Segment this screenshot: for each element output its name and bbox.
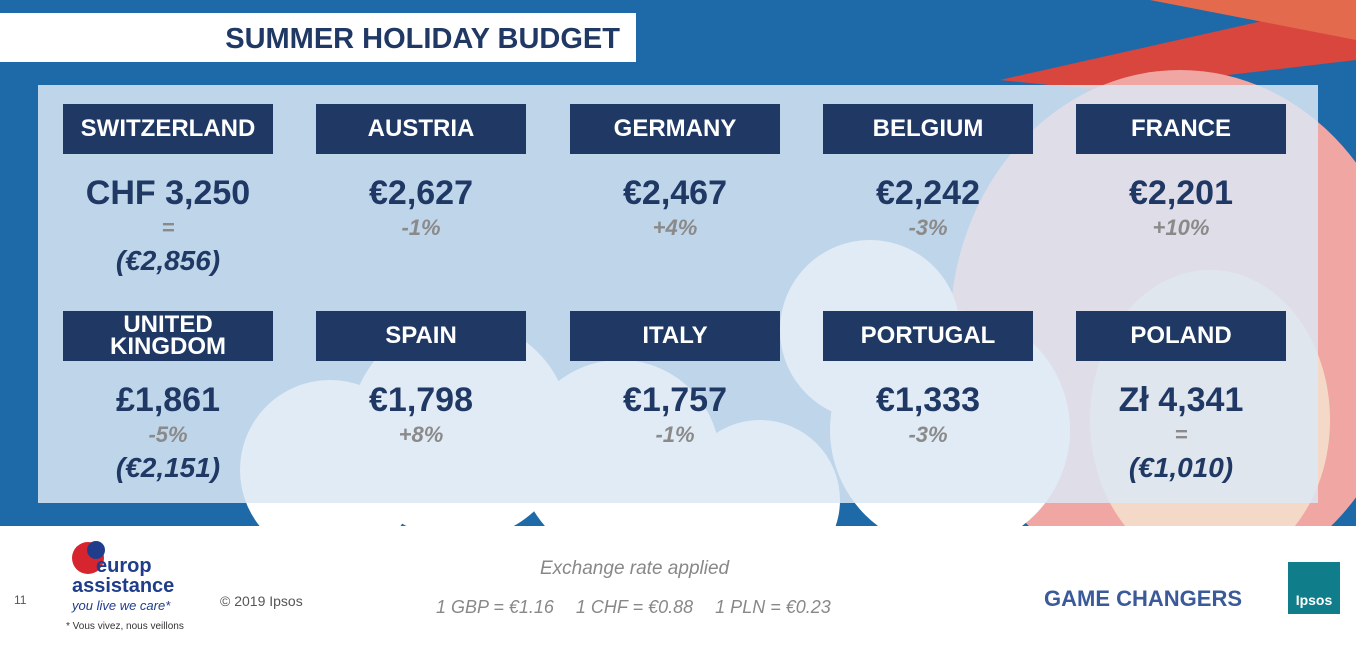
country-name: AUSTRIA	[316, 104, 526, 154]
budget-amount: €2,201	[1129, 174, 1233, 212]
country-name: ITALY	[570, 311, 780, 361]
budget-change: =	[1174, 422, 1188, 447]
budget-change: +10%	[1152, 215, 1210, 240]
budget-amount: €1,798	[369, 381, 473, 419]
country-name: POLAND	[1076, 311, 1286, 361]
brand-logo: Ipsos	[1288, 562, 1340, 614]
budget-change: -3%	[908, 215, 948, 240]
country-card: UNITED KINGDOM £1,861 -5% (€2,151)	[63, 311, 273, 484]
budget-change: -1%	[401, 215, 441, 240]
logo-tagline: you live we care*	[72, 598, 171, 613]
budget-change: +8%	[398, 422, 444, 447]
budget-change: +4%	[652, 215, 698, 240]
country-card: POLAND Zł 4,341 = (€1,010)	[1076, 311, 1286, 484]
country-name: UNITED KINGDOM	[63, 311, 273, 361]
country-card: AUSTRIA €2,627 -1%	[316, 104, 526, 241]
budget-change: =	[161, 215, 175, 240]
converted-amount: (€2,151)	[115, 452, 221, 483]
country-name: FRANCE	[1076, 104, 1286, 154]
converted-amount: (€2,856)	[115, 245, 221, 276]
budget-change: -1%	[655, 422, 695, 447]
budget-amount: Zł 4,341	[1118, 381, 1244, 419]
budget-amount: €2,467	[623, 174, 727, 212]
budget-amount: CHF 3,250	[85, 174, 251, 212]
logo-mark	[72, 541, 105, 574]
slogan: GAME CHANGERS	[1044, 586, 1243, 611]
country-name: BELGIUM	[823, 104, 1033, 154]
budget-change: -5%	[148, 422, 188, 447]
logo-text: assistance	[72, 575, 175, 597]
country-card: SWITZERLAND CHF 3,250 = (€2,856)	[63, 104, 273, 277]
logo-text: europ	[96, 555, 152, 577]
country-card: GERMANY €2,467 +4%	[570, 104, 780, 241]
country-card: FRANCE €2,201 +10%	[1076, 104, 1286, 241]
exchange-rate: 1 GBP = €1.16	[436, 597, 554, 617]
title: SUMMER HOLIDAY BUDGET	[225, 23, 620, 55]
hero-background: SUMMER HOLIDAY BUDGET SWITZERLAND CHF 3,2…	[0, 0, 1356, 526]
content-panel	[38, 85, 1318, 503]
copyright: © 2019 Ipsos	[220, 593, 303, 609]
budget-amount: €2,627	[369, 174, 473, 212]
budget-amount: €1,757	[623, 381, 727, 419]
exchange-rate: 1 PLN = €0.23	[715, 597, 831, 617]
country-card: BELGIUM €2,242 -3%	[823, 104, 1033, 241]
budget-amount: £1,861	[116, 381, 220, 419]
country-card: SPAIN €1,798 +8%	[316, 311, 526, 448]
country-name: SWITZERLAND	[63, 104, 273, 154]
country-name: SPAIN	[316, 311, 526, 361]
converted-amount: (€1,010)	[1128, 452, 1234, 483]
budget-change: -3%	[908, 422, 948, 447]
logo-note: * Vous vivez, nous veillons	[66, 621, 184, 632]
country-name: PORTUGAL	[823, 311, 1033, 361]
budget-amount: €1,333	[876, 381, 980, 419]
page-number: 11	[14, 593, 27, 607]
country-card: ITALY €1,757 -1%	[570, 311, 780, 448]
title-box: SUMMER HOLIDAY BUDGET	[0, 13, 636, 62]
budget-amount: €2,242	[876, 174, 980, 212]
country-name: GERMANY	[570, 104, 780, 154]
country-card: PORTUGAL €1,333 -3%	[823, 311, 1033, 448]
exchange-rate: 1 CHF = €0.88	[575, 597, 694, 617]
exchange-title: Exchange rate applied	[540, 558, 730, 579]
exchange-rates: 1 GBP = €1.16 1 CHF = €0.88 1 PLN = €0.23	[436, 597, 831, 618]
